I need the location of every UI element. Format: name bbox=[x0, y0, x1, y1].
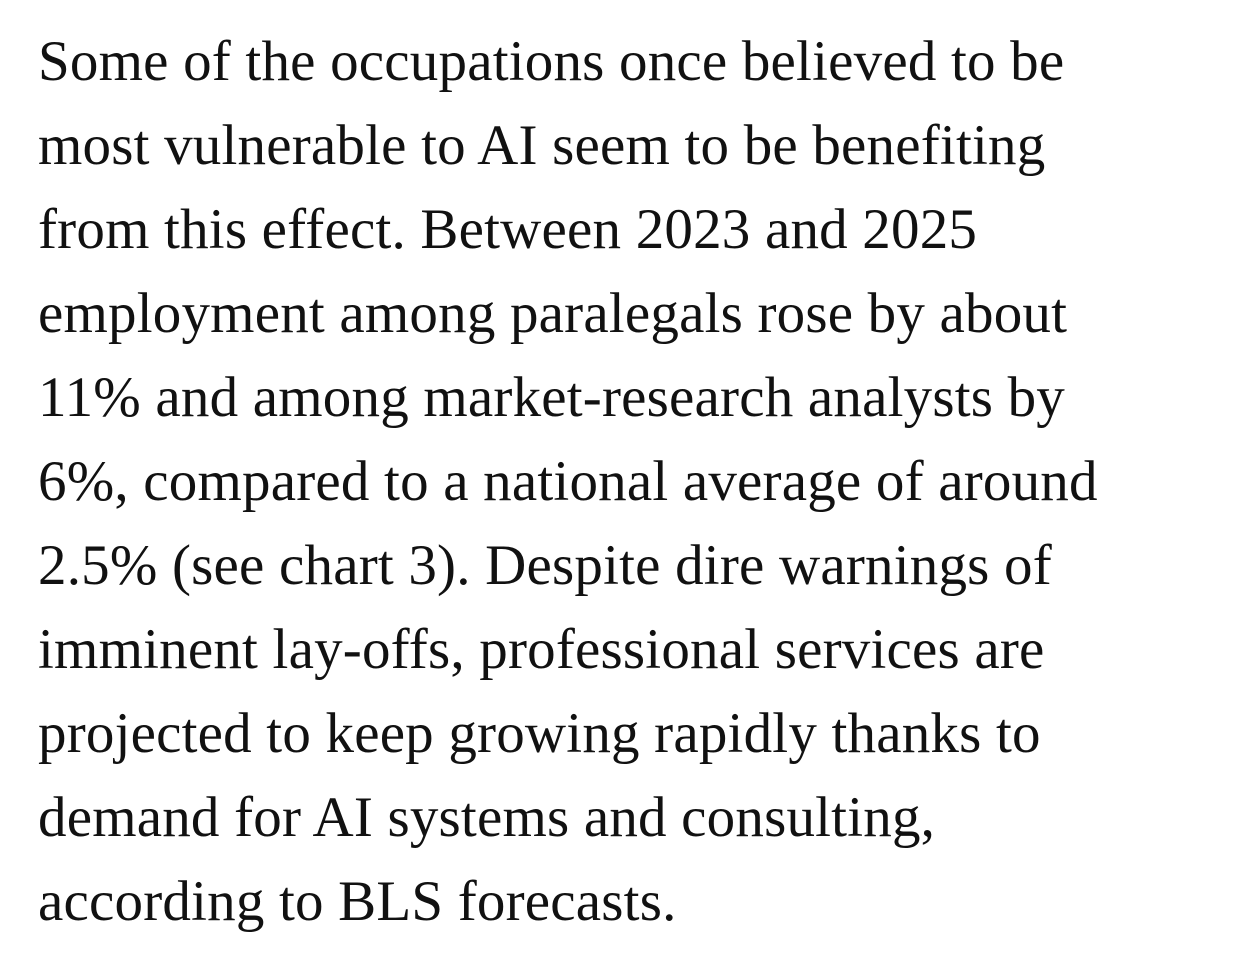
text-line: according to BLS forecasts. bbox=[38, 870, 677, 933]
text-line: from this effect. Between 2023 and 2025 bbox=[38, 198, 978, 261]
text-line: 2.5% (see chart 3). Despite dire warning… bbox=[38, 534, 1052, 597]
text-line: employment among paralegals rose by abou… bbox=[38, 282, 1068, 345]
text-line: Some of the occupations once believed to… bbox=[38, 30, 1065, 93]
text-line: most vulnerable to AI seem to be benefit… bbox=[38, 114, 1046, 177]
text-line: 6%, compared to a national average of ar… bbox=[38, 450, 1098, 513]
text-line: projected to keep growing rapidly thanks… bbox=[38, 702, 1041, 765]
text-line: imminent lay-offs, professional services… bbox=[38, 618, 1045, 681]
text-line: demand for AI systems and consulting, bbox=[38, 786, 936, 849]
text-line: 11% and among market-research analysts b… bbox=[38, 366, 1065, 429]
